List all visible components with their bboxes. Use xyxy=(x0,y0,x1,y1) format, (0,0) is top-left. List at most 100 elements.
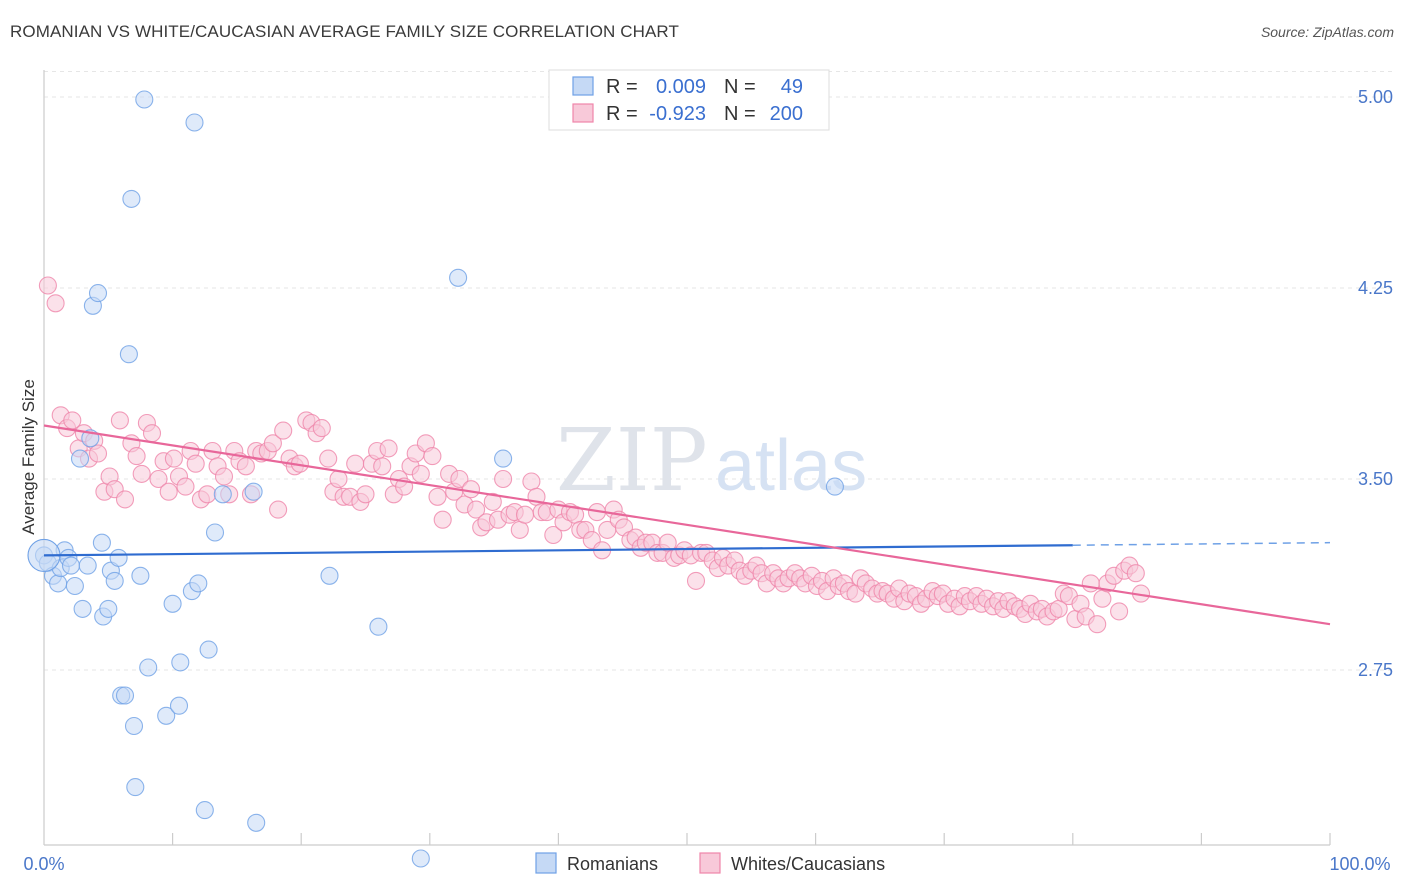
data-point xyxy=(70,449,90,468)
data-point xyxy=(199,640,218,659)
watermark: ZIP atlas xyxy=(556,411,867,511)
x-tick-label-min: 0.0% xyxy=(23,854,64,874)
data-point xyxy=(369,617,388,636)
data-point xyxy=(1110,602,1129,621)
data-point xyxy=(263,434,282,453)
data-point xyxy=(73,599,92,618)
data-point xyxy=(159,482,178,501)
trend-lines xyxy=(43,424,1331,626)
data-point xyxy=(189,574,208,593)
data-point xyxy=(139,658,158,677)
data-point xyxy=(122,189,141,208)
data-point xyxy=(105,571,124,590)
data-point xyxy=(274,421,293,440)
data-point xyxy=(428,487,447,506)
data-point xyxy=(269,500,288,519)
source-credit: Source: ZipAtlas.com xyxy=(1260,24,1394,40)
data-point xyxy=(320,566,339,585)
data-point xyxy=(127,447,146,466)
data-point xyxy=(149,469,168,489)
legend-r-value-whites: -0.923 xyxy=(649,103,706,125)
data-point xyxy=(433,510,452,529)
data-point xyxy=(124,716,144,736)
data-point xyxy=(119,345,138,364)
data-point xyxy=(135,90,154,109)
data-point xyxy=(214,467,234,486)
data-point xyxy=(346,454,365,473)
legend-swatch-romanians xyxy=(572,76,594,96)
data-point xyxy=(411,464,430,483)
data-point xyxy=(49,574,68,593)
stats-legend: R = 0.009 N = 49 R = -0.923 N = 200 xyxy=(548,69,830,131)
data-point xyxy=(515,505,535,524)
data-point xyxy=(825,477,844,496)
data-point xyxy=(99,599,118,618)
legend-n-value-romanians: 49 xyxy=(781,76,803,98)
legend-swatch-whites xyxy=(572,103,594,123)
trend-line-romanians xyxy=(43,544,1073,557)
data-point xyxy=(115,490,135,509)
data-point xyxy=(379,439,398,458)
data-point xyxy=(88,444,108,463)
data-point xyxy=(411,849,430,868)
x-tick-label-max: 100.0% xyxy=(1329,854,1390,874)
x-ticks xyxy=(172,833,1331,845)
legend-n-label-whites: N = xyxy=(724,103,756,125)
legend-r-value-romanians: 0.009 xyxy=(656,76,706,98)
data-point xyxy=(157,706,176,725)
data-point xyxy=(449,268,468,287)
data-point xyxy=(236,457,255,476)
data-point xyxy=(1081,574,1100,593)
trend-line-whites xyxy=(43,424,1331,626)
data-point xyxy=(494,449,513,468)
data-point xyxy=(115,686,135,705)
data-point xyxy=(195,801,214,820)
data-point xyxy=(244,482,263,501)
series-legend-label-whites: Whites/Caucasians xyxy=(731,854,885,874)
data-point xyxy=(373,457,392,476)
y-tick-label: 3.50 xyxy=(1358,469,1393,489)
data-point xyxy=(1088,615,1107,634)
data-point xyxy=(198,485,217,504)
data-point xyxy=(110,411,129,430)
data-point xyxy=(186,454,205,473)
stats-legend-box xyxy=(548,69,830,131)
watermark-atlas: atlas xyxy=(715,426,867,506)
series-legend-swatch-whites xyxy=(699,852,721,874)
data-point xyxy=(46,294,65,313)
data-point xyxy=(1093,589,1112,608)
data-point xyxy=(510,520,529,539)
gridlines xyxy=(44,71,1392,671)
data-point xyxy=(450,469,469,489)
romanians-points xyxy=(27,90,844,868)
watermark-zip: ZIP xyxy=(556,411,708,511)
data-point xyxy=(164,449,183,468)
data-point xyxy=(467,500,486,519)
y-axis-title: Average Family Size xyxy=(19,379,38,535)
y-tick-label: 5.00 xyxy=(1358,87,1393,107)
data-point xyxy=(329,469,348,489)
legend-n-label-romanians: N = xyxy=(724,76,756,98)
data-point xyxy=(176,477,195,496)
data-point xyxy=(312,419,331,438)
data-point xyxy=(319,449,338,468)
y-tick-label: 2.75 xyxy=(1358,660,1393,680)
legend-n-value-whites: 200 xyxy=(770,103,803,125)
data-point xyxy=(213,485,232,504)
chart-title: ROMANIAN VS WHITE/CAUCASIAN AVERAGE FAMI… xyxy=(10,22,679,41)
data-point xyxy=(483,492,502,511)
legend-r-label-whites: R = xyxy=(606,103,638,125)
data-point xyxy=(163,594,182,613)
data-point xyxy=(247,813,266,832)
data-point xyxy=(126,778,145,797)
data-point xyxy=(494,469,513,489)
data-point xyxy=(205,523,225,542)
trend-line-romanians-extension xyxy=(1072,541,1331,546)
series-legend-label-romanians: Romanians xyxy=(567,854,658,874)
data-point xyxy=(658,533,677,552)
data-point xyxy=(78,556,97,575)
data-point xyxy=(461,480,481,499)
data-point xyxy=(88,284,108,303)
data-point xyxy=(686,571,706,590)
